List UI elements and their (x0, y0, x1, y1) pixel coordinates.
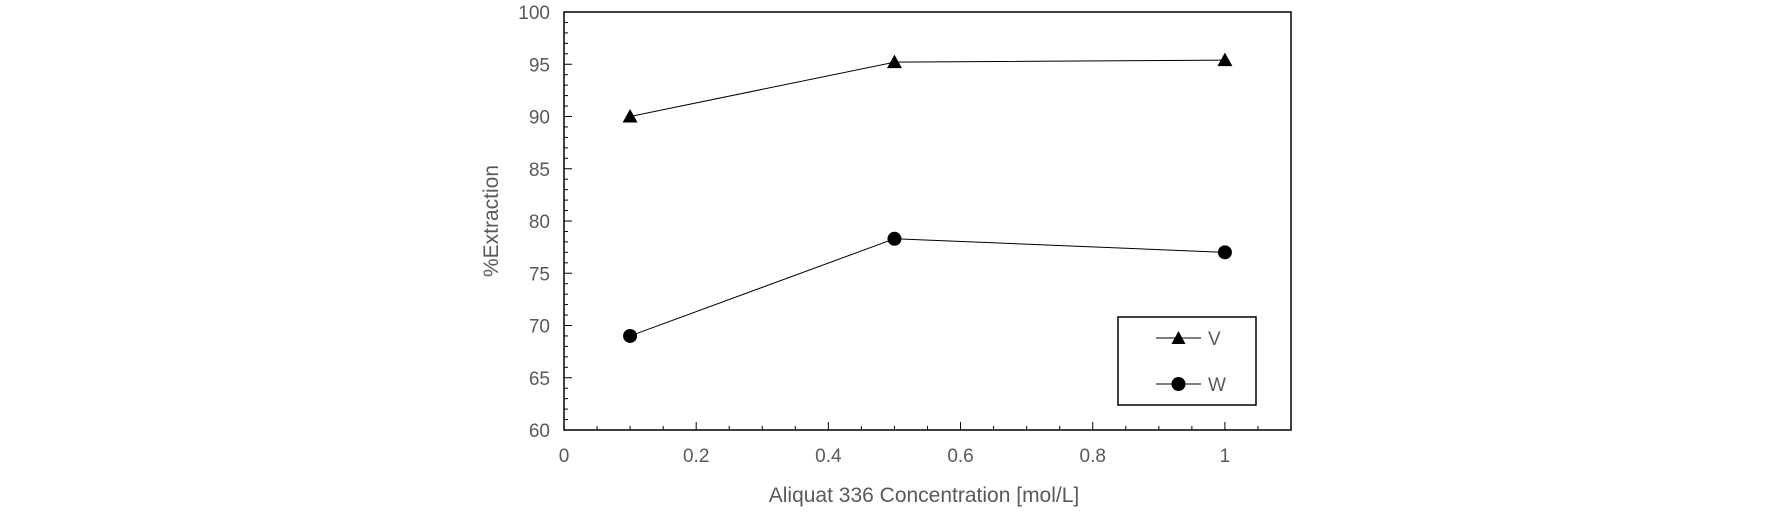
x-tick-label: 0.2 (683, 446, 709, 467)
minor-ticks (564, 21, 1259, 430)
legend-label-v: V (1208, 329, 1221, 350)
x-tick-label: 0.4 (815, 446, 842, 467)
x-tick-label: 1 (1220, 446, 1231, 467)
data-point-w (623, 328, 638, 343)
y-tick-label: 100 (518, 3, 550, 24)
data-point-w (887, 231, 902, 246)
y-tick-label: 70 (529, 317, 550, 338)
series-line-v (629, 59, 1225, 117)
legend-box (1117, 316, 1257, 406)
y-axis-title: %Extraction (480, 165, 503, 277)
data-point-v (1217, 52, 1233, 67)
y-axis-ticks: 60 65 70 75 80 85 90 95 100 (518, 3, 572, 442)
data-point-v (886, 54, 902, 69)
x-tick-label: 0 (559, 446, 570, 467)
legend-triangle-marker (1171, 331, 1186, 344)
x-axis-ticks: 0 0.2 0.4 0.6 0.8 1 (559, 422, 1230, 467)
x-tick-label: 0.6 (947, 446, 973, 467)
y-tick-label: 85 (529, 160, 550, 181)
y-tick-label: 65 (529, 369, 550, 390)
legend-circle-marker (1171, 377, 1186, 391)
y-tick-label: 75 (529, 264, 550, 285)
y-tick-label: 95 (529, 55, 550, 76)
data-point-w (1217, 245, 1232, 260)
y-tick-label: 90 (529, 108, 550, 129)
x-axis-title: Aliquat 336 Concentration [mol/L] (769, 484, 1080, 507)
data-point-v (622, 109, 638, 123)
series-layer (622, 52, 1233, 343)
legend-label-w: W (1208, 375, 1226, 396)
x-tick-label: 0.8 (1080, 446, 1106, 467)
y-tick-label: 60 (529, 421, 550, 442)
y-tick-label: 80 (529, 212, 550, 233)
legend: V W (1117, 316, 1257, 406)
